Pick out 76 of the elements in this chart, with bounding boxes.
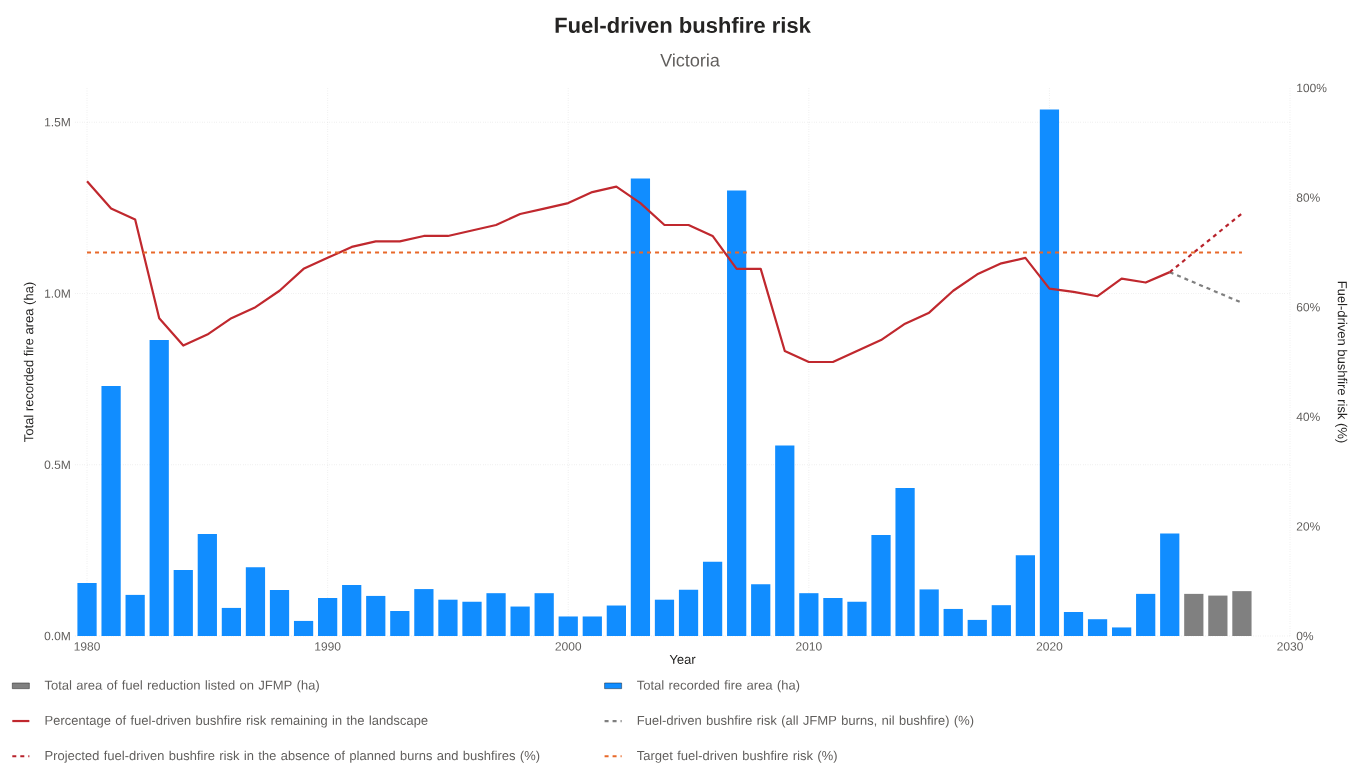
- legend-label: Projected fuel-driven bushfire risk in the absence of planned burns and bushfires (%): [45, 750, 540, 763]
- y-tick-label: 1.5M: [45, 118, 70, 127]
- y2-tick-label: 20%: [1296, 522, 1320, 531]
- y-tick-label: 1.0M: [45, 289, 70, 298]
- bar: [727, 190, 747, 636]
- bar: [943, 608, 963, 636]
- bar: [1063, 612, 1084, 636]
- x-tick-label: 1990: [315, 642, 341, 651]
- bar: [895, 488, 915, 636]
- bar: [438, 599, 458, 636]
- bar: [1087, 619, 1108, 636]
- bar: [245, 567, 266, 636]
- bar: [221, 607, 242, 636]
- x-tick-label: 1980: [74, 642, 100, 651]
- legend-label: Total area of fuel reduction listed on JFMP (ha): [44, 680, 319, 693]
- bar: [1232, 591, 1252, 636]
- bar: [630, 178, 651, 636]
- y2-axis-title: Fuel-driven bushfire risk (%): [1335, 281, 1348, 443]
- bar: [1039, 109, 1060, 636]
- bar: [366, 595, 386, 636]
- bar: [269, 590, 290, 636]
- x-tick-label: 2030: [1277, 642, 1303, 651]
- bar: [318, 597, 338, 636]
- bar: [197, 533, 217, 636]
- bar: [293, 620, 314, 636]
- bar: [414, 589, 434, 636]
- bar: [462, 601, 482, 636]
- bar: [1160, 533, 1180, 636]
- bar: [847, 601, 867, 636]
- bar: [486, 593, 506, 636]
- y-tick-label: 0.0M: [44, 631, 70, 641]
- y2-tick-label: 0%: [1296, 631, 1314, 641]
- bar: [534, 593, 554, 636]
- bar: [654, 599, 675, 636]
- legend-label: Fuel-driven bushfire risk (all JFMP burns, nil bushfire) (%): [637, 715, 974, 728]
- bar: [101, 385, 121, 636]
- chart-subtitle: Victoria: [660, 53, 720, 67]
- bar: [558, 616, 578, 636]
- bar: [967, 619, 987, 636]
- bar: [149, 340, 169, 636]
- y2-tick-label: 60%: [1296, 302, 1320, 312]
- x-axis-title: Year: [669, 654, 696, 664]
- x-tick-label: 2010: [796, 642, 822, 651]
- bar: [1184, 593, 1204, 636]
- bar: [871, 534, 891, 636]
- legend-label: Percentage of fuel-driven bushfire risk remaining in the landscape: [45, 715, 428, 728]
- bar: [678, 589, 699, 636]
- y2-tick-label: 40%: [1296, 412, 1320, 422]
- x-tick-label: 2000: [555, 642, 582, 651]
- y-axis-title: Total recorded fire area (ha): [23, 282, 36, 442]
- bar: [775, 445, 795, 636]
- legend-label: Target fuel-driven bushfire risk (%): [637, 750, 837, 763]
- chart-title: Fuel-driven bushfire risk: [555, 16, 811, 34]
- bar: [1112, 627, 1132, 636]
- bar: [510, 606, 530, 636]
- bar: [702, 561, 723, 636]
- bar: [799, 593, 819, 636]
- bar: [823, 597, 843, 636]
- y2-tick-label: 100%: [1297, 83, 1327, 93]
- bar: [1136, 593, 1156, 636]
- bar: [1208, 595, 1228, 636]
- bar: [582, 616, 602, 636]
- bar: [77, 582, 97, 636]
- bar: [606, 605, 626, 636]
- bar: [991, 605, 1011, 636]
- bar: [919, 589, 939, 636]
- bar: [390, 611, 410, 636]
- legend-label: Total recorded fire area (ha): [637, 680, 800, 693]
- x-tick-label: 2020: [1036, 642, 1063, 651]
- bar: [342, 584, 362, 636]
- y2-tick-label: 80%: [1296, 193, 1320, 202]
- bar: [125, 594, 145, 636]
- bar: [751, 584, 771, 636]
- bar: [1015, 555, 1036, 636]
- bar: [173, 569, 193, 636]
- y-tick-label: 0.5M: [44, 460, 70, 469]
